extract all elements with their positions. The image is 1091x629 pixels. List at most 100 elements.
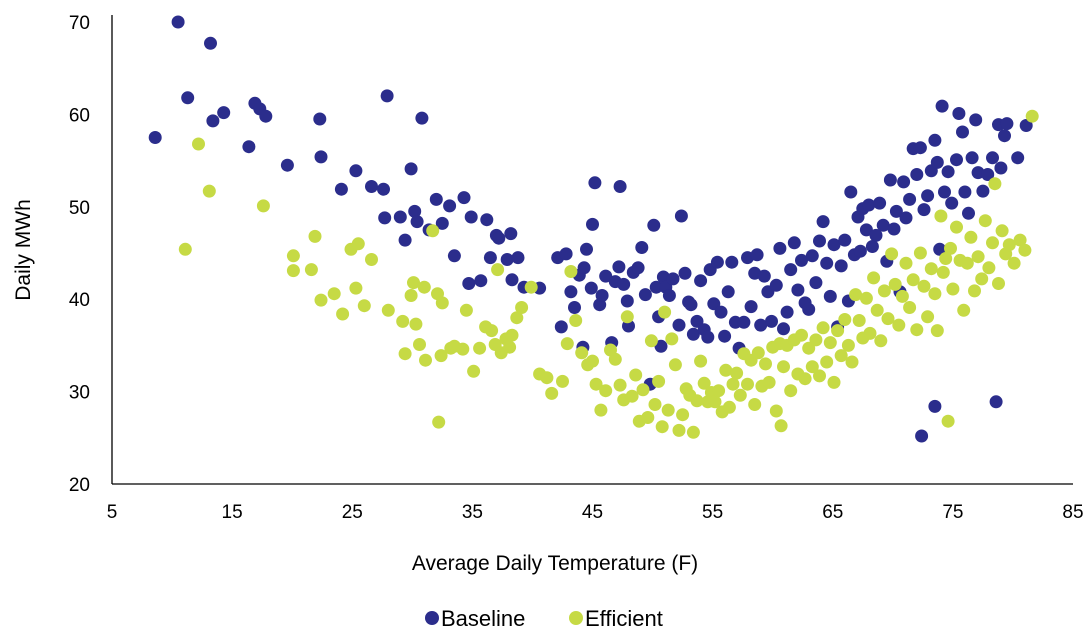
point-efficient-162 bbox=[964, 230, 978, 244]
point-baseline-63 bbox=[617, 277, 631, 291]
point-baseline-11 bbox=[313, 112, 327, 126]
point-baseline-23 bbox=[410, 215, 424, 229]
point-baseline-173 bbox=[989, 395, 1003, 409]
point-baseline-34 bbox=[480, 213, 494, 227]
point-baseline-138 bbox=[876, 218, 890, 232]
point-efficient-167 bbox=[982, 261, 996, 275]
point-efficient-6 bbox=[304, 263, 318, 277]
point-efficient-75 bbox=[661, 403, 675, 417]
point-baseline-165 bbox=[958, 185, 972, 199]
point-efficient-15 bbox=[365, 253, 378, 266]
point-efficient-37 bbox=[485, 324, 499, 338]
point-efficient-113 bbox=[795, 328, 808, 342]
point-efficient-135 bbox=[874, 334, 888, 348]
x-axis-title: Average Daily Temperature (F) bbox=[412, 552, 698, 575]
point-baseline-116 bbox=[802, 302, 816, 316]
point-baseline-24 bbox=[415, 111, 429, 125]
point-efficient-24 bbox=[419, 353, 432, 367]
point-baseline-35 bbox=[483, 251, 497, 265]
point-efficient-5 bbox=[286, 264, 300, 278]
point-efficient-69 bbox=[641, 411, 655, 424]
point-baseline-0 bbox=[148, 131, 162, 144]
point-efficient-61 bbox=[608, 352, 622, 366]
point-baseline-136 bbox=[869, 228, 883, 242]
point-efficient-52 bbox=[564, 265, 578, 278]
point-baseline-120 bbox=[816, 215, 830, 229]
point-efficient-140 bbox=[892, 318, 906, 332]
point-baseline-91 bbox=[710, 255, 724, 269]
point-baseline-137 bbox=[873, 196, 887, 210]
point-baseline-154 bbox=[928, 399, 942, 413]
point-baseline-92 bbox=[714, 305, 728, 319]
point-efficient-125 bbox=[838, 313, 852, 326]
point-efficient-121 bbox=[823, 336, 837, 350]
point-efficient-70 bbox=[644, 334, 658, 348]
point-efficient-76 bbox=[665, 332, 679, 346]
point-efficient-39 bbox=[491, 263, 505, 277]
x-tick-label-5: 55 bbox=[702, 502, 723, 523]
point-efficient-89 bbox=[712, 384, 726, 398]
y-axis-title: Daily MWh bbox=[12, 199, 35, 301]
point-baseline-98 bbox=[737, 315, 751, 329]
point-efficient-126 bbox=[841, 338, 855, 352]
point-efficient-156 bbox=[944, 241, 957, 255]
point-baseline-163 bbox=[952, 107, 966, 120]
point-baseline-17 bbox=[378, 211, 392, 225]
point-efficient-123 bbox=[831, 324, 845, 338]
point-baseline-19 bbox=[393, 210, 407, 224]
point-efficient-22 bbox=[413, 338, 426, 351]
point-baseline-126 bbox=[838, 233, 852, 247]
point-baseline-158 bbox=[935, 99, 949, 113]
point-baseline-51 bbox=[577, 261, 591, 275]
point-baseline-26 bbox=[429, 192, 443, 206]
point-efficient-165 bbox=[975, 272, 989, 286]
point-efficient-9 bbox=[327, 287, 341, 301]
point-efficient-66 bbox=[629, 368, 643, 382]
point-efficient-108 bbox=[777, 360, 790, 374]
point-baseline-68 bbox=[635, 241, 649, 254]
point-efficient-155 bbox=[941, 414, 955, 428]
point-baseline-172 bbox=[986, 151, 999, 165]
point-efficient-12 bbox=[349, 281, 363, 295]
point-baseline-107 bbox=[769, 278, 783, 292]
point-baseline-74 bbox=[654, 339, 668, 353]
point-baseline-14 bbox=[349, 164, 363, 178]
point-efficient-95 bbox=[733, 388, 747, 402]
point-efficient-43 bbox=[505, 328, 519, 342]
point-efficient-157 bbox=[946, 282, 960, 296]
point-baseline-18 bbox=[380, 89, 394, 103]
point-efficient-117 bbox=[809, 333, 823, 347]
point-efficient-74 bbox=[658, 305, 672, 319]
point-baseline-78 bbox=[666, 272, 680, 286]
point-efficient-119 bbox=[816, 321, 830, 335]
point-baseline-37 bbox=[492, 231, 506, 245]
point-baseline-110 bbox=[780, 305, 794, 319]
point-baseline-69 bbox=[638, 288, 652, 302]
point-baseline-145 bbox=[899, 211, 913, 225]
point-efficient-176 bbox=[1018, 243, 1032, 257]
point-baseline-93 bbox=[718, 329, 732, 343]
point-baseline-84 bbox=[686, 327, 700, 341]
point-baseline-178 bbox=[1011, 151, 1025, 165]
point-efficient-1 bbox=[192, 137, 205, 151]
point-efficient-147 bbox=[917, 279, 931, 293]
x-tick-label-7: 75 bbox=[942, 502, 963, 523]
point-efficient-110 bbox=[784, 384, 798, 398]
point-baseline-119 bbox=[813, 234, 826, 248]
point-efficient-85 bbox=[697, 376, 711, 390]
point-efficient-175 bbox=[1013, 233, 1027, 247]
point-efficient-7 bbox=[308, 229, 322, 243]
point-efficient-107 bbox=[774, 419, 788, 433]
point-baseline-94 bbox=[721, 285, 735, 299]
point-efficient-10 bbox=[336, 307, 350, 321]
point-efficient-161 bbox=[960, 256, 974, 270]
point-efficient-171 bbox=[995, 224, 1009, 238]
point-baseline-164 bbox=[956, 125, 969, 139]
point-efficient-57 bbox=[589, 377, 603, 391]
point-baseline-2 bbox=[181, 91, 195, 105]
point-baseline-179 bbox=[1019, 119, 1033, 132]
point-efficient-18 bbox=[398, 347, 412, 361]
point-baseline-61 bbox=[612, 260, 626, 274]
point-baseline-144 bbox=[897, 175, 911, 189]
point-baseline-161 bbox=[945, 196, 959, 210]
